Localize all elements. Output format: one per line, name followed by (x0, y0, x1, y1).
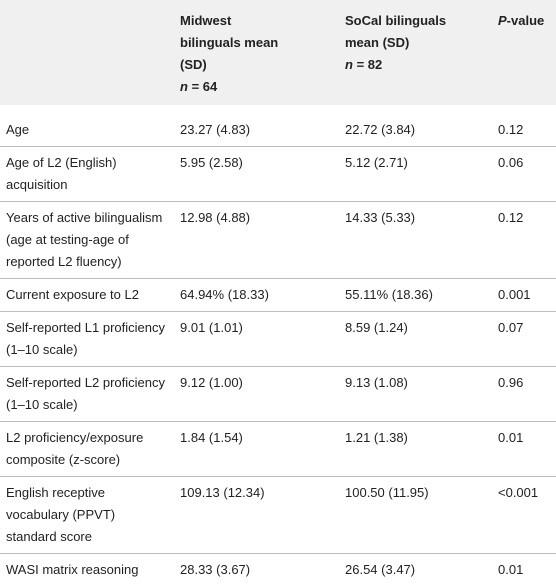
header-row: Midwest bilinguals mean (SD) n = 64 SoCal … (0, 0, 556, 105)
n-symbol: n (180, 79, 188, 94)
header-text: SoCal bilinguals mean (SD) (345, 10, 455, 54)
cell: 5.12 (2.71) (339, 147, 492, 202)
cell: 9.01 (1.01) (174, 312, 339, 367)
cell: 0.01 (492, 422, 556, 477)
n-value: = 64 (192, 79, 218, 94)
cell: 9.12 (1.00) (174, 367, 339, 422)
row-label: Age (0, 105, 174, 147)
cell: 0.96 (492, 367, 556, 422)
n-value: = 82 (357, 57, 383, 72)
cell: 14.33 (5.33) (339, 202, 492, 279)
cell: 5.95 (2.58) (174, 147, 339, 202)
row-label: Age of L2 (English) acquisition (0, 147, 174, 202)
cell: 23.27 (4.83) (174, 105, 339, 147)
row-label: English receptive vocabulary (PPVT) stan… (0, 477, 174, 554)
cell: 22.72 (3.84) (339, 105, 492, 147)
cell: 55.11% (18.36) (339, 279, 492, 312)
cell: 9.13 (1.08) (339, 367, 492, 422)
cell: 109.13 (12.34) (174, 477, 339, 554)
table-row: Years of active bilingualism (age at tes… (0, 202, 556, 279)
header-cell (0, 0, 174, 105)
sample-size: n = 82 (345, 57, 382, 72)
row-label: WASI matrix reasoning (0, 554, 174, 586)
row-label: Self-reported L1 proficiency (1–10 scale… (0, 312, 174, 367)
cell: 0.12 (492, 202, 556, 279)
row-label: Current exposure to L2 (0, 279, 174, 312)
table-row: English receptive vocabulary (PPVT) stan… (0, 477, 556, 554)
header-cell: SoCal bilinguals mean (SD) n = 82 (339, 0, 492, 105)
row-label: L2 proficiency/exposure composite (z-sco… (0, 422, 174, 477)
n-symbol: n (345, 57, 353, 72)
cell: 64.94% (18.33) (174, 279, 339, 312)
header-cell: Midwest bilinguals mean (SD) n = 64 (174, 0, 339, 105)
table-row: L2 proficiency/exposure composite (z-sco… (0, 422, 556, 477)
header-text: Midwest bilinguals mean (SD) (180, 10, 290, 76)
cell: 0.001 (492, 279, 556, 312)
cell: 0.07 (492, 312, 556, 367)
cell: 28.33 (3.67) (174, 554, 339, 586)
cell: 0.01 (492, 554, 556, 586)
header-italic: P (498, 13, 507, 28)
table-row: Self-reported L2 proficiency (1–10 scale… (0, 367, 556, 422)
cell: 100.50 (11.95) (339, 477, 492, 554)
header-cell: P-value (492, 0, 556, 105)
cell: 0.12 (492, 105, 556, 147)
row-label: Self-reported L2 proficiency (1–10 scale… (0, 367, 174, 422)
sample-size: n = 64 (180, 79, 217, 94)
row-label: Years of active bilingualism (age at tes… (0, 202, 174, 279)
cell: 8.59 (1.24) (339, 312, 492, 367)
header-text: -value (507, 13, 545, 28)
cell: <0.001 (492, 477, 556, 554)
cell: 1.84 (1.54) (174, 422, 339, 477)
table-row: Self-reported L1 proficiency (1–10 scale… (0, 312, 556, 367)
cell: 26.54 (3.47) (339, 554, 492, 586)
cell: 12.98 (4.88) (174, 202, 339, 279)
cell: 0.06 (492, 147, 556, 202)
cell: 1.21 (1.38) (339, 422, 492, 477)
